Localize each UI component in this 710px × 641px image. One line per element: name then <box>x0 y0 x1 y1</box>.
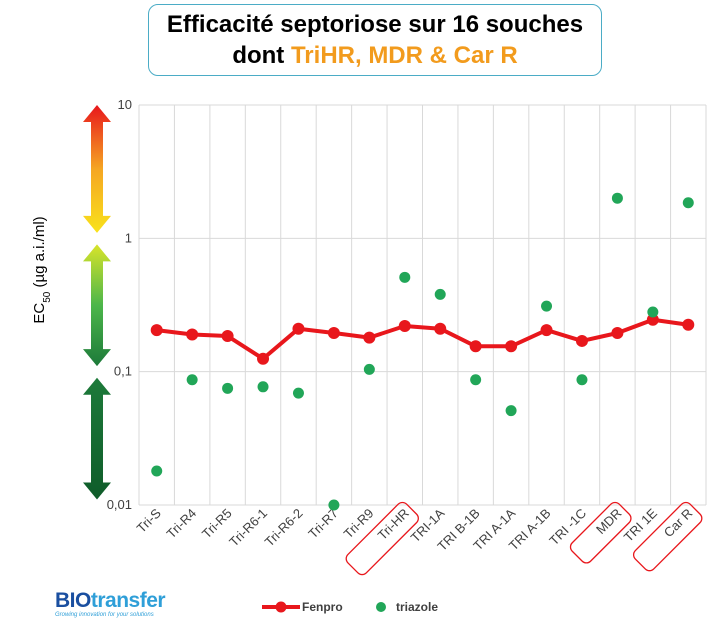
triazole-point <box>505 405 517 417</box>
y-tick-label: 10 <box>118 97 132 112</box>
triazole-point <box>399 271 411 283</box>
x-tick-label: Tri-R6-2 <box>262 506 306 550</box>
highlight-box <box>632 501 703 572</box>
fenpro-point <box>434 322 447 335</box>
triazole-point <box>151 465 163 477</box>
fenpro-point <box>292 322 305 335</box>
fenpro-point <box>611 326 624 339</box>
x-tick-label: Tri-HR <box>375 506 412 543</box>
x-tick-label: Tri-R4 <box>163 506 199 542</box>
fenpro-point <box>150 324 163 337</box>
legend-triazole-label: triazole <box>396 600 438 614</box>
triazole-point <box>576 374 588 386</box>
chart-title-box: Efficacité septoriose sur 16 souches don… <box>148 4 602 76</box>
x-tick-label: Tri-R7 <box>305 506 341 542</box>
triazole-point <box>434 288 446 300</box>
legend-fenpro-label: Fenpro <box>302 600 343 614</box>
triazole-point <box>363 363 375 375</box>
fenpro-point <box>398 320 411 333</box>
x-tick-label: Tri-R6-1 <box>226 506 270 550</box>
highlight-box <box>569 501 632 564</box>
fenpro-point <box>186 328 199 341</box>
y-tick-label: 0,1 <box>114 364 132 379</box>
logo-wordmark: BIOtransfer <box>55 590 235 611</box>
legend-fenpro-marker <box>275 601 287 613</box>
fenpro-point <box>221 330 234 343</box>
efficacy-scale-arrow <box>83 105 111 233</box>
y-tick-label: 0,01 <box>107 497 132 512</box>
triazole-point <box>541 300 553 312</box>
fenpro-line <box>156 317 689 361</box>
logo-tagline: Growing innovation for your solutions <box>55 612 154 618</box>
title-line-2: dont TriHR, MDR & Car R <box>149 40 601 71</box>
title-line-1: Efficacité septoriose sur 16 souches <box>166 11 584 38</box>
y-axis-title: EC50 (µg a.i./ml) <box>31 216 53 323</box>
fenpro-point <box>469 340 482 353</box>
triazole-point <box>647 306 659 318</box>
triazole-point <box>186 374 198 386</box>
x-tick-label: TRI -1C <box>546 506 589 549</box>
fenpro-point <box>327 326 340 339</box>
x-tick-label: Tri-S <box>134 505 164 535</box>
y-tick-label: 1 <box>125 230 132 245</box>
triazole-point <box>222 382 234 394</box>
x-tick-label: Car R <box>661 506 696 541</box>
logo-bio: BIO <box>55 589 91 612</box>
triazole-point <box>292 387 304 399</box>
title-line-2-accent: TriHR, MDR & Car R <box>290 42 518 69</box>
efficacy-scale-arrow <box>83 377 111 500</box>
logo-transfer: transfer <box>90 589 166 612</box>
fenpro-point <box>646 313 659 326</box>
biotransfer-logo: BIOtransfer Growing innovation for your … <box>55 590 235 620</box>
triazole-point <box>611 192 623 204</box>
legend-triazole-marker <box>376 602 386 612</box>
triazole-point <box>470 374 482 386</box>
fenpro-point <box>257 352 270 365</box>
triazole-point <box>682 197 694 209</box>
triazole-point <box>328 499 340 511</box>
fenpro-point <box>540 324 553 337</box>
fenpro-point <box>682 318 695 331</box>
fenpro-point <box>363 331 376 344</box>
efficacy-scale-arrow <box>83 244 111 367</box>
highlight-box <box>345 501 419 576</box>
fenpro-point <box>505 340 518 353</box>
fenpro-point <box>575 334 588 347</box>
x-tick-label: Tri-R9 <box>341 506 377 542</box>
triazole-point <box>257 381 269 393</box>
title-line-2-prefix: dont <box>232 42 291 69</box>
